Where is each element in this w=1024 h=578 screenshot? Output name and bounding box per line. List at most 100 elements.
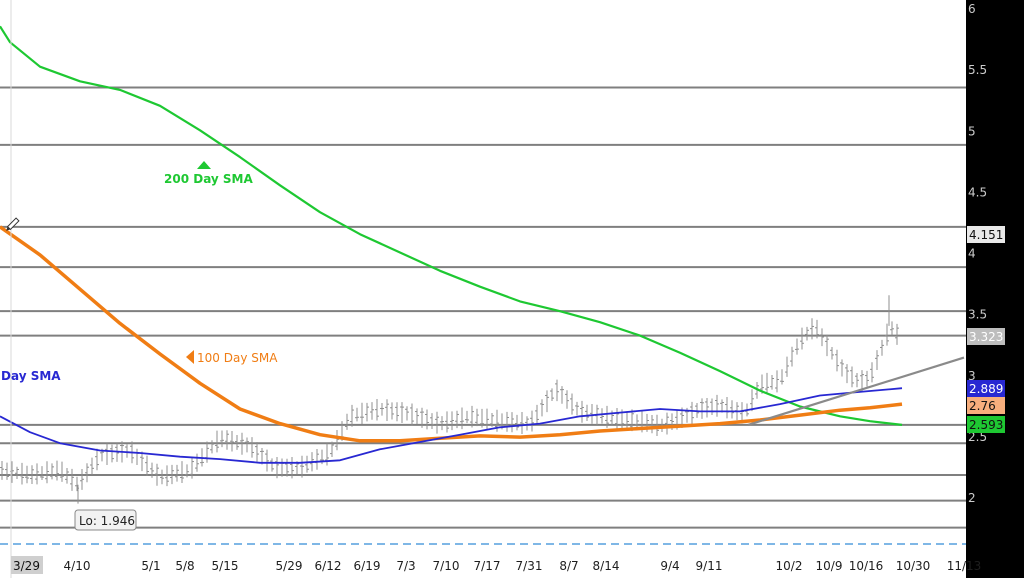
price-bar-167	[835, 349, 839, 372]
price-bar-0	[0, 461, 4, 480]
price-bar-28	[140, 451, 144, 472]
price-bar-173	[865, 370, 869, 387]
x-tick-label: 5/29	[276, 559, 303, 573]
price-bar-121	[605, 405, 609, 428]
x-tick-label: 8/14	[593, 559, 620, 573]
price-bar-86	[430, 413, 434, 429]
price-bar-176	[880, 339, 884, 356]
price-bar-60	[300, 455, 304, 478]
price-bar-144	[720, 399, 724, 413]
price-bar-85	[425, 409, 429, 430]
price-bar-84	[420, 407, 424, 428]
price-bar-120	[600, 408, 604, 424]
trendline	[747, 356, 965, 426]
price-bar-23	[115, 443, 119, 462]
price-bar-177	[885, 323, 889, 346]
price-bar-160	[800, 327, 804, 350]
price-bar-18	[90, 457, 94, 475]
price-bar-82	[410, 403, 414, 426]
price-bar-70	[350, 404, 354, 427]
x-tick-label: 7/17	[474, 559, 501, 573]
price-bar-67	[335, 429, 339, 451]
price-bar-115	[575, 401, 579, 416]
x-tick-label: 9/4	[660, 559, 679, 573]
price-bar-45	[225, 430, 229, 450]
price-bar-46	[230, 430, 234, 452]
price-bar-50	[250, 437, 254, 458]
price-bar-14	[70, 468, 74, 491]
price-bar-103	[515, 414, 519, 431]
y-tick-label: 5.5	[968, 63, 987, 77]
price-bar-73	[365, 402, 369, 422]
pencil-icon[interactable]	[5, 217, 20, 232]
price-bar-76	[380, 403, 384, 416]
price-bar-30	[150, 462, 154, 478]
price-bar-19	[95, 448, 99, 471]
price-bar-35	[175, 464, 179, 482]
horizontal-levels	[0, 86, 966, 529]
price-bar-96	[480, 408, 484, 428]
price-bar-165	[825, 334, 829, 357]
price-bar-111	[555, 379, 559, 402]
price-bar-53	[265, 449, 269, 472]
price-bar-3	[15, 466, 19, 480]
price-bar-146	[730, 400, 734, 419]
price-bar-5	[25, 465, 29, 484]
price-bar-94	[470, 405, 474, 428]
y-tick-label: 5	[968, 124, 976, 138]
price-bar-34	[170, 464, 174, 485]
price-bar-174	[870, 362, 874, 383]
price-bar-178	[890, 321, 894, 336]
y-tick-label: 4.5	[968, 185, 987, 199]
x-tick-label: 5/1	[141, 559, 160, 573]
price-bar-109	[545, 390, 549, 413]
price-bar-108	[540, 399, 544, 417]
price-bar-4	[20, 462, 24, 485]
x-axis: 4/10 5/1 5/8 5/15 5/29 6/12 6/19 7/3 7/10 7/17 7/3…	[64, 559, 982, 573]
price-bar-114	[570, 393, 574, 415]
x-tick-label: 11/13	[947, 559, 982, 573]
price-bar-156	[780, 369, 784, 385]
blue-sma-line	[0, 387, 903, 464]
x-tick-label: 8/7	[559, 559, 578, 573]
svg-text:3.323: 3.323	[969, 330, 1003, 344]
price-bar-8	[40, 466, 44, 480]
price-bar-151	[755, 381, 759, 399]
price-bar-17	[85, 463, 89, 483]
price-bar-6	[30, 465, 34, 485]
price-bar-71	[355, 407, 359, 422]
y-axis: 6 5.5 5 4.5 4 3.5 3 2.5 2	[968, 2, 987, 505]
blue-sma-annotation: Day SMA	[1, 369, 61, 383]
price-bar-105	[525, 416, 529, 431]
sma200-badge: 2.593	[967, 416, 1005, 433]
price-bar-7	[35, 463, 39, 485]
y-tick-label: 3.5	[968, 308, 987, 322]
y-tick-label: 2	[968, 491, 976, 505]
price-bar-61	[305, 455, 309, 473]
x-tick-label: 4/10	[64, 559, 91, 573]
price-bar-44	[220, 430, 224, 448]
price-bar-98	[490, 412, 494, 427]
x-tick-label: 10/9	[816, 559, 843, 573]
svg-text:4.151: 4.151	[969, 228, 1003, 242]
y-tick-label: 2.5	[968, 430, 987, 444]
price-bar-22	[110, 444, 114, 463]
price-bar-42	[210, 440, 214, 454]
price-bar-66	[330, 441, 334, 457]
price-bar-78	[390, 402, 394, 420]
price-bar-133	[665, 412, 669, 435]
price-bar-169	[845, 364, 849, 384]
price-bar-171	[855, 372, 859, 388]
price-bar-49	[245, 437, 249, 453]
price-bar-164	[820, 328, 824, 347]
plot-background	[0, 0, 966, 578]
price-bar-33	[165, 465, 169, 487]
price-bar-175	[875, 350, 879, 371]
price-bar-140	[700, 398, 704, 419]
price-bar-104	[520, 412, 524, 434]
price-last-badge: 3.323	[967, 328, 1005, 345]
price-bar-143	[715, 394, 719, 417]
price-bar-154	[770, 375, 774, 390]
price-bar-43	[215, 430, 219, 453]
